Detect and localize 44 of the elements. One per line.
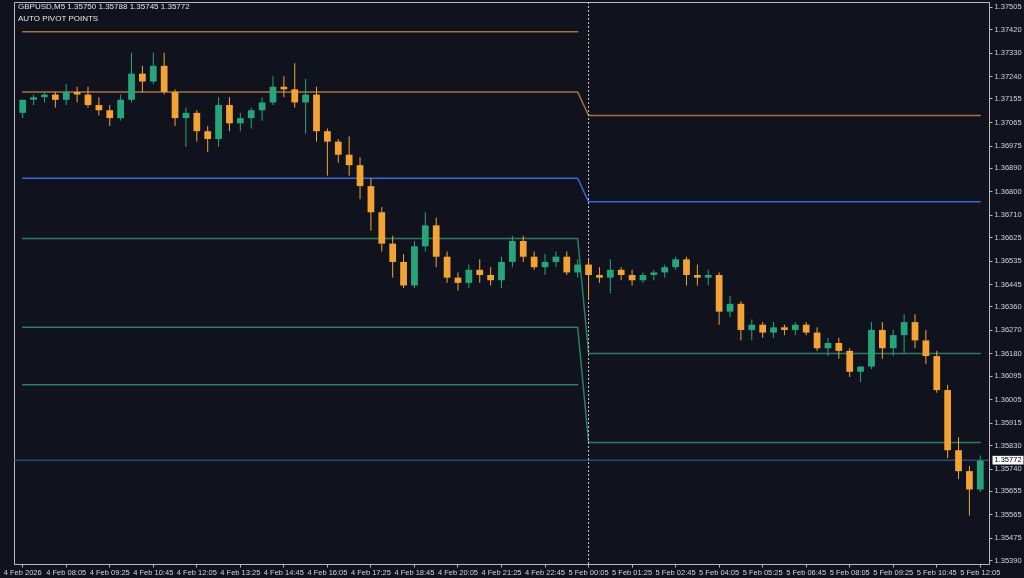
candlestick (247, 107, 255, 130)
chart-title: GBPUSD,M5 1.35750 1.35788 1.35745 1.35772 (18, 2, 191, 11)
candlestick (345, 135, 353, 177)
candlestick (389, 235, 397, 279)
candlestick (302, 78, 309, 135)
candlestick (846, 347, 854, 378)
candlestick (258, 96, 266, 122)
candlestick (748, 318, 756, 341)
candlestick (966, 465, 973, 517)
candlestick (519, 235, 527, 263)
candlestick (117, 94, 125, 122)
candlestick (204, 125, 212, 153)
candlestick (530, 250, 538, 271)
candlestick (291, 62, 299, 109)
candlestick (334, 138, 342, 164)
text: AUTO PIVOT POINTS (18, 14, 99, 23)
candlestick (606, 258, 614, 294)
candlestick (476, 258, 484, 284)
candlestick (236, 112, 244, 132)
candlestick (62, 83, 70, 106)
candlestick (400, 253, 407, 289)
candlestick (563, 250, 571, 276)
candlestick (509, 235, 516, 268)
candlestick (835, 337, 843, 360)
candlestick (726, 295, 734, 318)
candlestick (694, 264, 701, 286)
candlestick (465, 264, 473, 289)
candlestick (683, 256, 690, 286)
candlestick (574, 258, 582, 279)
candlestick (226, 96, 233, 132)
candlestick (922, 329, 930, 365)
candlestick (585, 258, 592, 300)
candlestick (487, 266, 494, 286)
candlestick (149, 52, 157, 85)
candlestick (73, 86, 81, 103)
candlestick (324, 128, 331, 177)
candlestick (889, 329, 897, 357)
candlestick (498, 256, 505, 289)
candlestick (106, 104, 114, 127)
candlestick (421, 211, 429, 252)
candlestick (955, 436, 962, 480)
candlestick (878, 321, 886, 360)
candlestick (139, 65, 146, 93)
candlestick (193, 109, 201, 143)
